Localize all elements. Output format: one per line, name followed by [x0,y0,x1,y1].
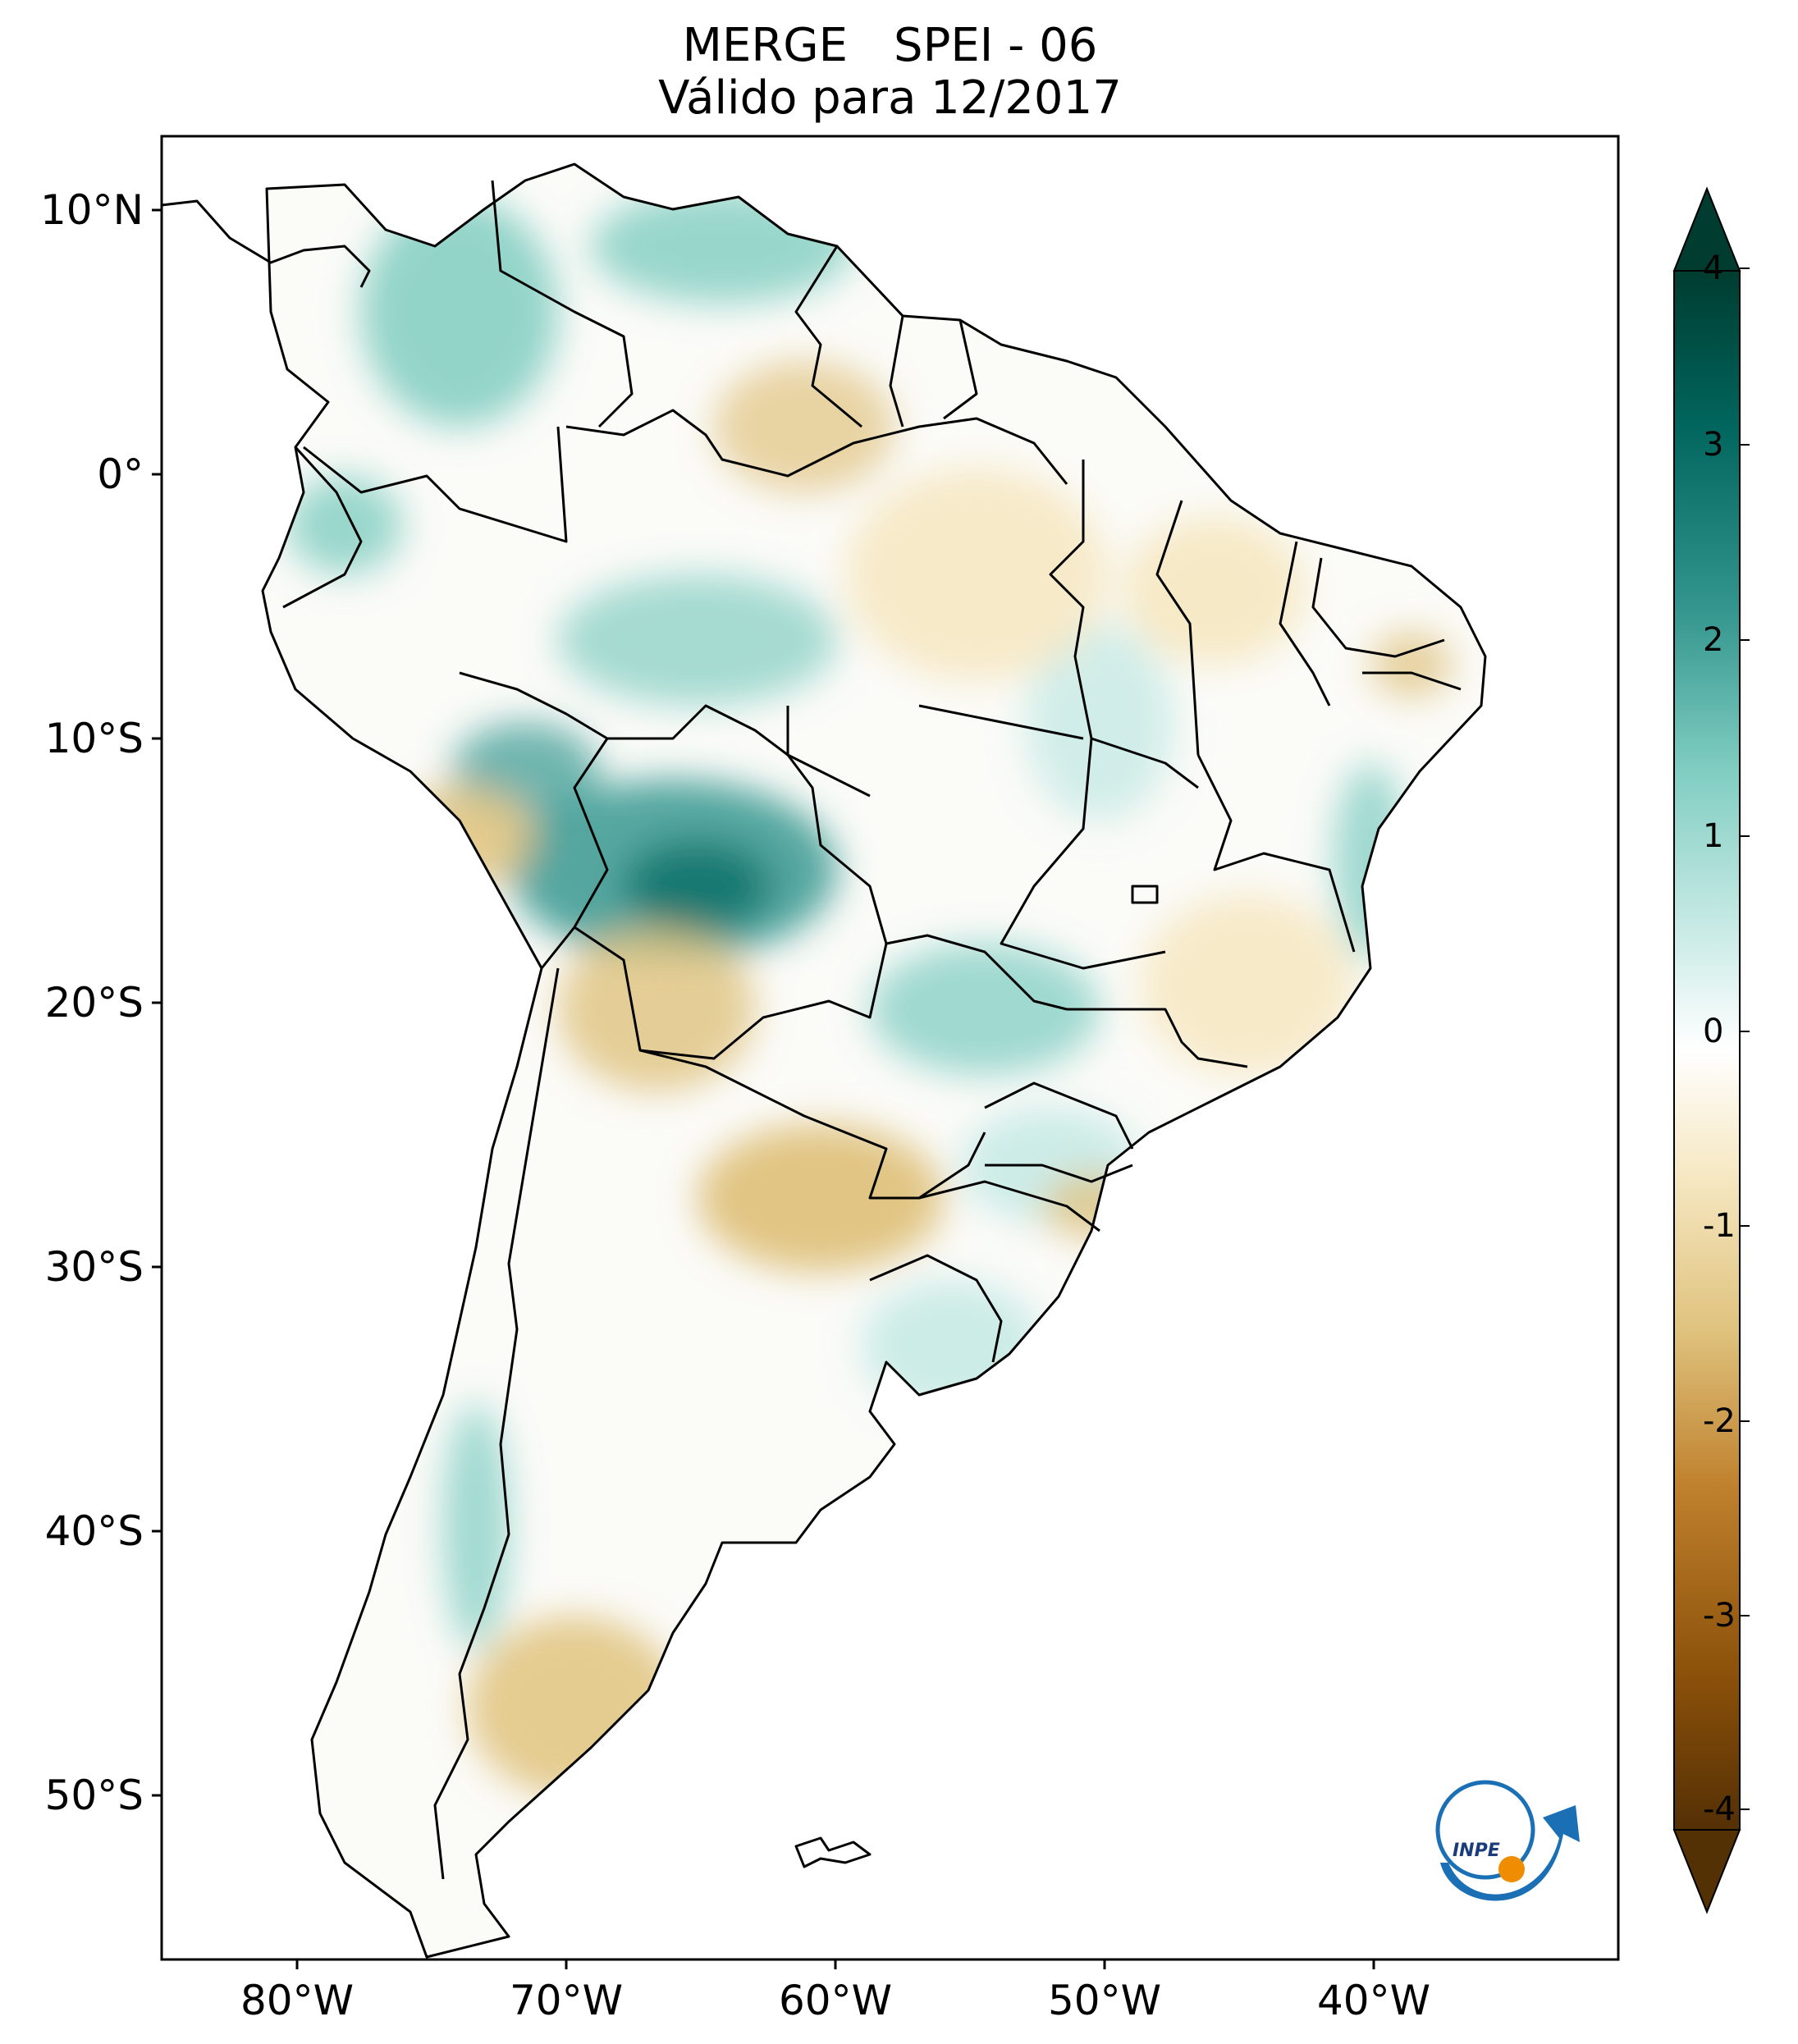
colorbar-label-minus3: -3 [1703,1597,1736,1635]
lat-label-50s: 50°S [44,1772,144,1819]
border-bolivia-paraguay [574,926,888,1060]
border-brazil-state-11 [985,1164,1133,1183]
dry-anomaly-roraima [714,361,894,492]
colorbar-body [1673,270,1741,1831]
inpe-logo: INPE [1435,1780,1580,1901]
colorbar-label-minus1: -1 [1703,1207,1736,1245]
border-brazil-state-1 [1049,460,1199,789]
colorbar-label-2: 2 [1703,621,1724,659]
border-paraguay-argentina [639,1049,986,1200]
lon-label-40w: 40°W [1316,1977,1431,2024]
border-brazil-state-12 [918,1180,1100,1232]
border-guyana-suriname [889,315,904,428]
border-brazil-state-3 [786,706,871,798]
border-brazil-state-10 [984,1081,1134,1150]
lon-label-80w: 80°W [240,1977,355,2024]
wet-anomaly-bolivia-core [624,841,771,931]
border-chile-argentina [433,967,560,1880]
dry-anomaly-para [845,468,1108,681]
falklands [794,1836,872,1868]
border-ecuador-peru [282,446,363,609]
border-uruguay [869,1254,1003,1363]
dry-anomaly-minas [1141,894,1354,1075]
logo-swoosh [1440,1805,1580,1901]
border-federal-district [1131,885,1159,904]
border-brazil-north [565,409,1068,485]
wet-anomaly-tocantins [1026,624,1174,821]
dry-anomaly-chaco [558,927,755,1091]
colorbar-label-3: 3 [1703,426,1724,464]
colorbar-label-0: 0 [1703,1013,1724,1050]
lat-label-10n: 10°N [39,186,144,234]
border-brazil-state-9 [1067,1008,1248,1068]
colorbar-extend-bottom [1672,1829,1741,1914]
border-brazil-state-6 [1196,754,1356,953]
central-america [161,199,371,288]
colorbar-label-4: 4 [1703,249,1724,287]
logo-orbit [1435,1780,1535,1880]
map-subtitle: Válido para 12/2017 [658,71,1122,125]
border-brazil-state-2 [918,704,1084,740]
lon-label-70w: 70°W [509,1977,624,2024]
border-suriname-guiana [943,319,978,420]
border-brazil-state-13 [1311,557,1445,658]
colorbar [1672,186,1750,1914]
lat-label-20s: 20°S [44,979,144,1027]
border-peru-brazil [459,671,609,969]
wet-anomaly-chile [443,1403,509,1649]
dry-anomaly-maranhao [1124,517,1305,665]
wet-anomaly-ms [870,944,1100,1075]
border-colombia-peru [303,426,568,543]
wet-anomaly-amazon [558,574,837,706]
border-brazil-state-8 [885,934,1068,1011]
lon-label-50w: 50°W [1047,1977,1162,2024]
dry-anomaly-pernambuco [1370,632,1453,697]
lat-label-40s: 40°S [44,1507,144,1555]
lon-label-60w: 60°W [778,1977,893,2024]
border-brazil-state-4 [1155,500,1200,756]
wet-anomaly-ecuador [287,476,402,574]
colorbar-label-1: 1 [1703,817,1724,855]
border-brazil-state-14 [1362,671,1462,691]
wet-anomaly-colombia [361,197,558,427]
colorbar-label-minus4: -4 [1703,1790,1736,1828]
logo-text: INPE [1453,1841,1500,1861]
lat-label-30s: 30°S [44,1243,144,1291]
lat-label-10s: 10°S [44,715,144,762]
map-title: MERGE SPEI - 06 [162,20,1618,72]
title-dataset: MERGE [682,19,849,72]
border-brazil-state-7 [1000,738,1166,970]
border-brazil-state-5 [1279,541,1331,706]
borders [161,162,1487,1959]
lat-label-0: 0° [97,450,144,498]
colorbar-label-minus2: -2 [1703,1402,1736,1440]
border-colombia-venezuela [491,180,634,428]
border-venezuela-guyana [794,245,862,428]
title-index: SPEI - 06 [894,19,1098,72]
logo-orange-dot [1498,1856,1525,1882]
